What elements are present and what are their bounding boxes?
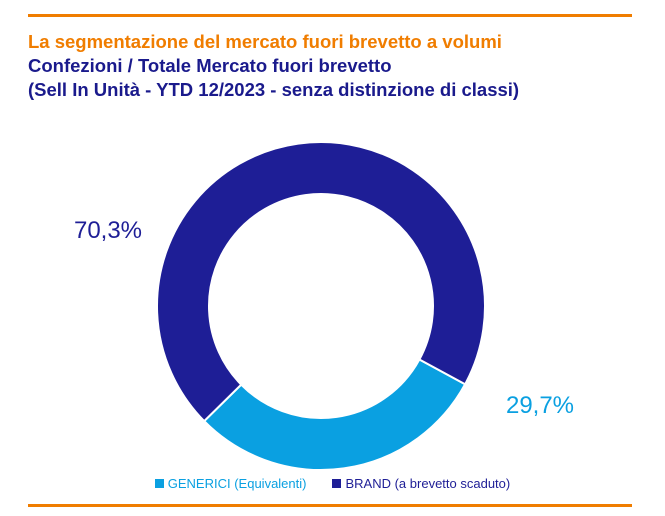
- legend-item-brand: BRAND (a brevetto scaduto): [332, 476, 510, 491]
- chart-legend: GENERICI (Equivalenti) BRAND (a brevetto…: [0, 476, 665, 491]
- data-label-brand: 70,3%: [74, 217, 142, 244]
- legend-swatch-brand: [332, 479, 342, 488]
- chart-title: La segmentazione del mercato fuori breve…: [28, 31, 502, 52]
- top-accent-rule: [28, 14, 632, 17]
- donut-slice-brand: [156, 141, 486, 423]
- donut-slice-generici: [202, 358, 467, 471]
- chart-titles: La segmentazione del mercato fuori breve…: [28, 30, 519, 102]
- legend-label-brand: BRAND (a brevetto scaduto): [345, 476, 511, 491]
- bottom-accent-rule: [28, 504, 632, 507]
- data-label-generici: 29,7%: [506, 392, 574, 419]
- chart-subtitle: Confezioni / Totale Mercato fuori brevet…: [28, 55, 392, 76]
- legend-label-generici: GENERICI (Equivalenti): [167, 476, 307, 491]
- chart-subtitle-detail: (Sell In Unità - YTD 12/2023 - senza dis…: [28, 79, 520, 100]
- legend-item-generici: GENERICI (Equivalenti): [154, 476, 307, 491]
- legend-swatch-generici: [154, 479, 164, 488]
